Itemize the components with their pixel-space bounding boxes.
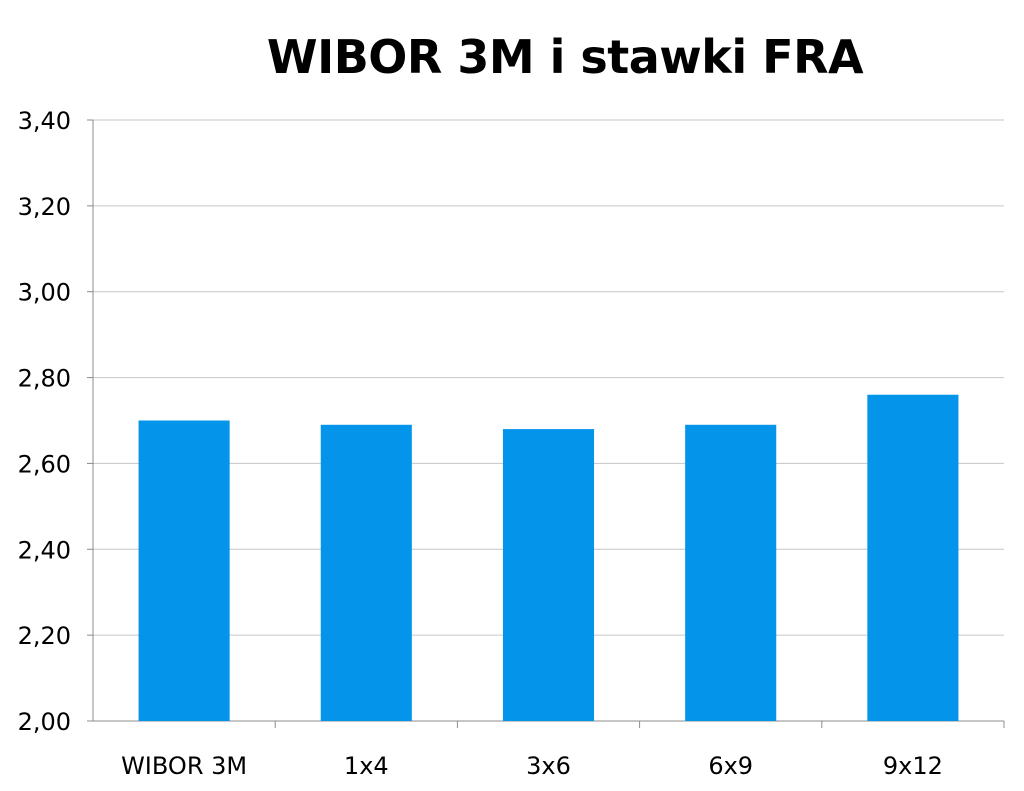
y-tick-label: 2,80 [18, 365, 71, 393]
y-tick-label: 2,00 [18, 708, 71, 736]
x-tick-labels: WIBOR 3M 1x4 3x6 6x9 9x12 [121, 752, 943, 780]
x-tick-label: 3x6 [526, 752, 571, 780]
bar [685, 424, 777, 721]
x-tick-label: 6x9 [708, 752, 753, 780]
bar [867, 394, 959, 721]
bar [320, 424, 412, 721]
y-tick-label: 3,20 [18, 193, 71, 221]
x-tick-label: 9x12 [883, 752, 943, 780]
x-tick-label: WIBOR 3M [121, 752, 247, 780]
y-tick-label: 2,40 [18, 536, 71, 564]
x-tick-label: 1x4 [344, 752, 389, 780]
bar [138, 420, 230, 721]
y-tick-label: 3,00 [18, 279, 71, 307]
y-tick-label: 2,60 [18, 450, 71, 478]
y-tick-label: 2,20 [18, 622, 71, 650]
y-tick-labels: 2,00 2,20 2,40 2,60 2,80 3,00 3,20 3,40 [18, 107, 71, 736]
chart-title: WIBOR 3M i stawki FRA [266, 30, 864, 84]
y-tick-label: 3,40 [18, 107, 71, 135]
bars [138, 394, 959, 721]
bar [502, 429, 595, 721]
